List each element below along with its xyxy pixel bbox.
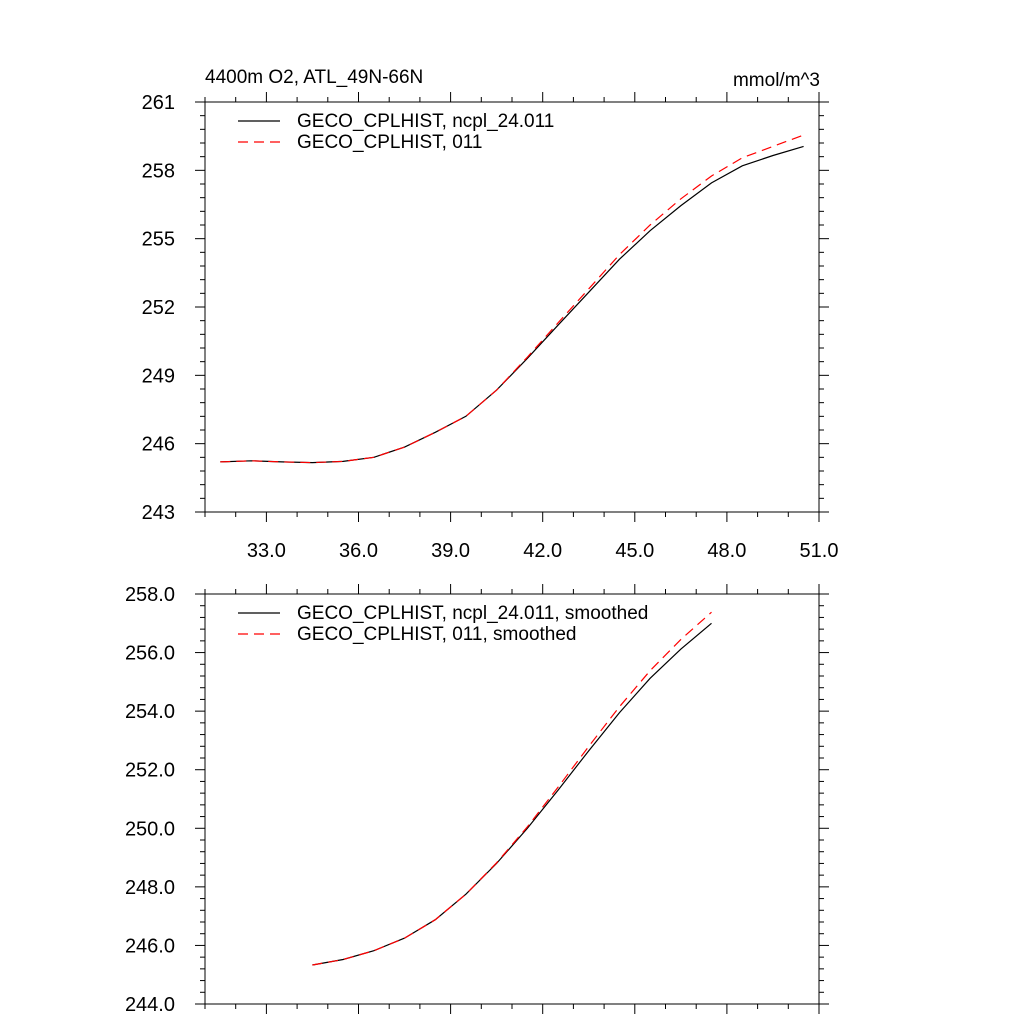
top-y-tick-label: 249 bbox=[142, 365, 175, 387]
top-series-lines bbox=[220, 134, 804, 464]
top-plot-frame bbox=[204, 101, 820, 513]
top-y-tick-label: 243 bbox=[142, 502, 175, 524]
top-axis-tick-labels: 33.0 36.0 39.0 42.0 45.0 48.0 51.0 243 246 249 252… bbox=[142, 92, 839, 562]
top-x-tick-label: 39.0 bbox=[431, 540, 470, 562]
top-x-tick-label: 51.0 bbox=[800, 540, 839, 562]
bottom-axis-tick-labels: 244.0 246.0 248.0 250.0 252.0 254.0 256.0 258.0 bbox=[125, 584, 175, 1016]
bottom-y-tick-label: 256.0 bbox=[125, 643, 175, 665]
top-y-tick-label: 246 bbox=[142, 434, 175, 456]
top-y-tick-label: 261 bbox=[142, 92, 175, 114]
top-x-tick-label: 42.0 bbox=[523, 540, 562, 562]
top-y-tick-label: 255 bbox=[142, 229, 175, 251]
bottom-chart-panel: 244.0 246.0 248.0 250.0 252.0 254.0 256.0 258.0… bbox=[125, 584, 829, 1016]
bottom-axis-ticks bbox=[195, 584, 829, 1014]
top-series-line-1 bbox=[220, 145, 804, 464]
top-y-tick-label: 252 bbox=[142, 297, 175, 319]
top-y-tick-label: 258 bbox=[142, 160, 175, 182]
top-chart-title: 4400m O2, ATL_49N-66N bbox=[205, 67, 423, 88]
bottom-series-line-2 bbox=[312, 611, 712, 966]
bottom-legend-label-1: GECO_CPLHIST, ncpl_24.011, smoothed bbox=[297, 603, 648, 624]
top-legend-label-2: GECO_CPLHIST, 011 bbox=[297, 132, 483, 153]
bottom-y-tick-label: 246.0 bbox=[125, 935, 175, 957]
bottom-legend-label-2: GECO_CPLHIST, 011, smoothed bbox=[297, 624, 577, 645]
bottom-series-line-1 bbox=[312, 622, 712, 966]
bottom-y-tick-label: 254.0 bbox=[125, 701, 175, 723]
bottom-legend: GECO_CPLHIST, ncpl_24.011, smoothedGECO_… bbox=[238, 603, 648, 645]
bottom-y-tick-label: 248.0 bbox=[125, 877, 175, 899]
top-x-tick-label: 45.0 bbox=[615, 540, 654, 562]
top-series-line-2 bbox=[220, 134, 804, 464]
top-axis-ticks bbox=[195, 92, 829, 522]
bottom-plot-frame bbox=[204, 593, 820, 1005]
top-chart-panel: 4400m O2, ATL_49N-66N mmol/m^3 33.0 36.0 3… bbox=[142, 67, 839, 562]
bottom-series-lines bbox=[312, 611, 712, 966]
top-x-tick-label: 36.0 bbox=[339, 540, 378, 562]
top-chart-units: mmol/m^3 bbox=[733, 70, 820, 91]
bottom-y-tick-label: 258.0 bbox=[125, 584, 175, 606]
bottom-y-tick-label: 244.0 bbox=[125, 994, 175, 1016]
top-x-tick-label: 33.0 bbox=[247, 540, 286, 562]
bottom-y-tick-label: 252.0 bbox=[125, 760, 175, 782]
top-legend-label-1: GECO_CPLHIST, ncpl_24.011 bbox=[297, 111, 554, 132]
bottom-y-tick-label: 250.0 bbox=[125, 818, 175, 840]
top-x-tick-label: 48.0 bbox=[707, 540, 746, 562]
